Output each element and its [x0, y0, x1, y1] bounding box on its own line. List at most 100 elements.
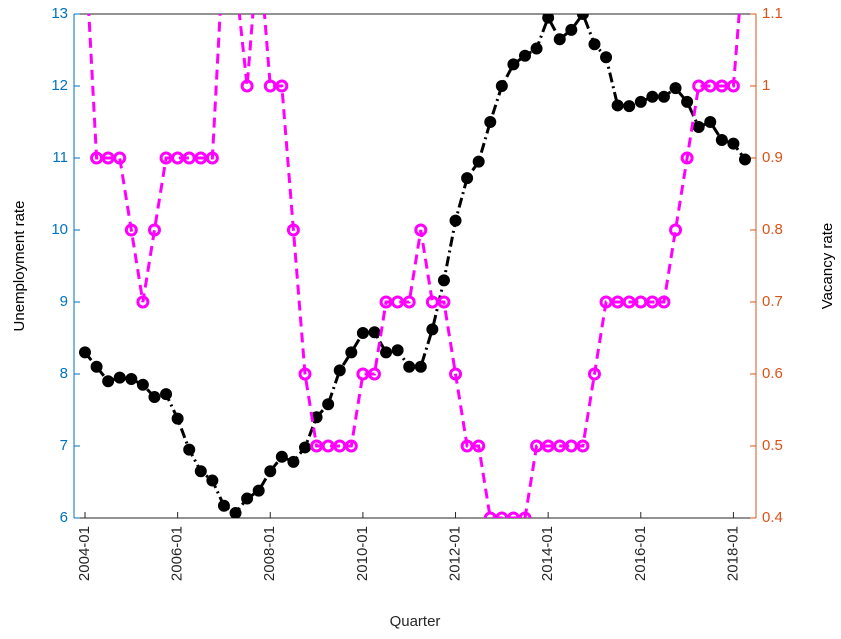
series-marker: [681, 95, 694, 108]
series-marker: [692, 79, 706, 93]
x-axis-label: Quarter: [390, 613, 441, 630]
series-marker: [506, 511, 520, 518]
series-marker: [102, 375, 115, 388]
series-marker: [113, 371, 126, 384]
series-marker: [194, 465, 207, 478]
series-marker: [160, 388, 173, 401]
series-marker: [645, 295, 659, 309]
series-marker: [322, 398, 335, 411]
series-marker: [703, 79, 717, 93]
series-marker: [623, 100, 636, 113]
series-marker: [136, 295, 150, 309]
series-marker: [541, 439, 555, 453]
series-marker: [344, 439, 358, 453]
series-marker: [646, 90, 659, 103]
series-marker: [704, 116, 717, 128]
series-marker: [739, 153, 751, 166]
series-marker: [622, 295, 636, 309]
series-marker: [519, 49, 531, 62]
y2-tick-label: 1.1: [762, 5, 783, 22]
series-marker: [588, 38, 601, 51]
series-marker: [530, 42, 543, 55]
series-marker: [692, 121, 705, 134]
series-marker: [206, 474, 219, 487]
x-tick-label: 2006-01: [169, 526, 186, 581]
x-tick-label: 2004-01: [76, 526, 93, 581]
series-marker: [125, 373, 138, 386]
y-tick-label: 7: [60, 437, 68, 454]
series-marker: [356, 367, 370, 381]
series-marker: [530, 439, 544, 453]
series-marker: [518, 511, 532, 518]
x-tick-label: 2008-01: [261, 526, 278, 581]
series-marker: [286, 223, 300, 237]
series-marker: [182, 151, 196, 165]
series-marker: [79, 346, 91, 359]
series-marker: [310, 439, 324, 453]
series-marker: [402, 295, 416, 309]
series-line: [83, 14, 747, 515]
series-marker: [600, 51, 613, 64]
series-marker: [263, 79, 277, 93]
x-tick-label: 2010-01: [354, 526, 371, 581]
series-marker: [680, 151, 694, 165]
series-marker: [449, 367, 463, 381]
plot-area: [74, 14, 756, 518]
series-marker: [356, 326, 369, 339]
series-marker: [437, 274, 450, 287]
series-marker: [727, 137, 740, 150]
y-tick-label: 6: [60, 509, 68, 526]
series-marker: [715, 79, 729, 93]
x-tick-label: 2012-01: [446, 526, 463, 581]
y-tick-label: 8: [60, 365, 68, 382]
series-marker: [275, 79, 289, 93]
series-marker: [425, 295, 439, 309]
series-marker: [136, 378, 149, 391]
series-marker: [333, 364, 346, 377]
series-marker: [90, 360, 103, 373]
series-marker: [241, 492, 254, 505]
y2-tick-label: 1: [762, 77, 770, 94]
series-marker: [669, 82, 682, 95]
series-marker: [553, 33, 566, 46]
series-marker: [379, 295, 393, 309]
series-marker: [460, 439, 474, 453]
series-marker: [472, 439, 486, 453]
series-marker: [565, 23, 578, 36]
series-marker: [715, 134, 728, 146]
series-marker: [576, 439, 590, 453]
x-tick-label: 2016-01: [632, 526, 649, 581]
series-marker: [217, 499, 230, 512]
plot-clip: [79, 14, 751, 518]
y2-tick-label: 0.6: [762, 365, 783, 382]
series-marker: [183, 443, 196, 456]
series-marker: [194, 151, 208, 165]
series-marker: [726, 79, 740, 93]
series-marker: [148, 391, 161, 404]
series-marker: [275, 450, 288, 463]
series-marker: [507, 58, 520, 71]
series-marker: [147, 223, 161, 237]
y-tick-label: 10: [51, 221, 68, 238]
y-tick-label: 12: [51, 77, 68, 94]
series-marker: [171, 412, 184, 425]
y-tick-label: 13: [51, 5, 68, 22]
series-marker: [426, 323, 439, 336]
y-tick-label: 9: [60, 293, 68, 310]
series-marker: [437, 295, 451, 309]
series-marker: [611, 295, 625, 309]
series-marker: [403, 360, 416, 373]
series-marker: [345, 346, 358, 359]
series-marker: [391, 344, 404, 357]
series-marker: [252, 484, 265, 497]
series-marker: [599, 295, 613, 309]
series-marker: [483, 511, 497, 518]
series-marker: [576, 14, 589, 20]
series-marker: [669, 223, 683, 237]
series-marker: [124, 223, 138, 237]
series-marker: [240, 79, 254, 93]
series-marker: [414, 360, 427, 373]
series-marker: [634, 295, 648, 309]
series-marker: [564, 439, 578, 453]
x-tick-label: 2014-01: [539, 526, 556, 581]
